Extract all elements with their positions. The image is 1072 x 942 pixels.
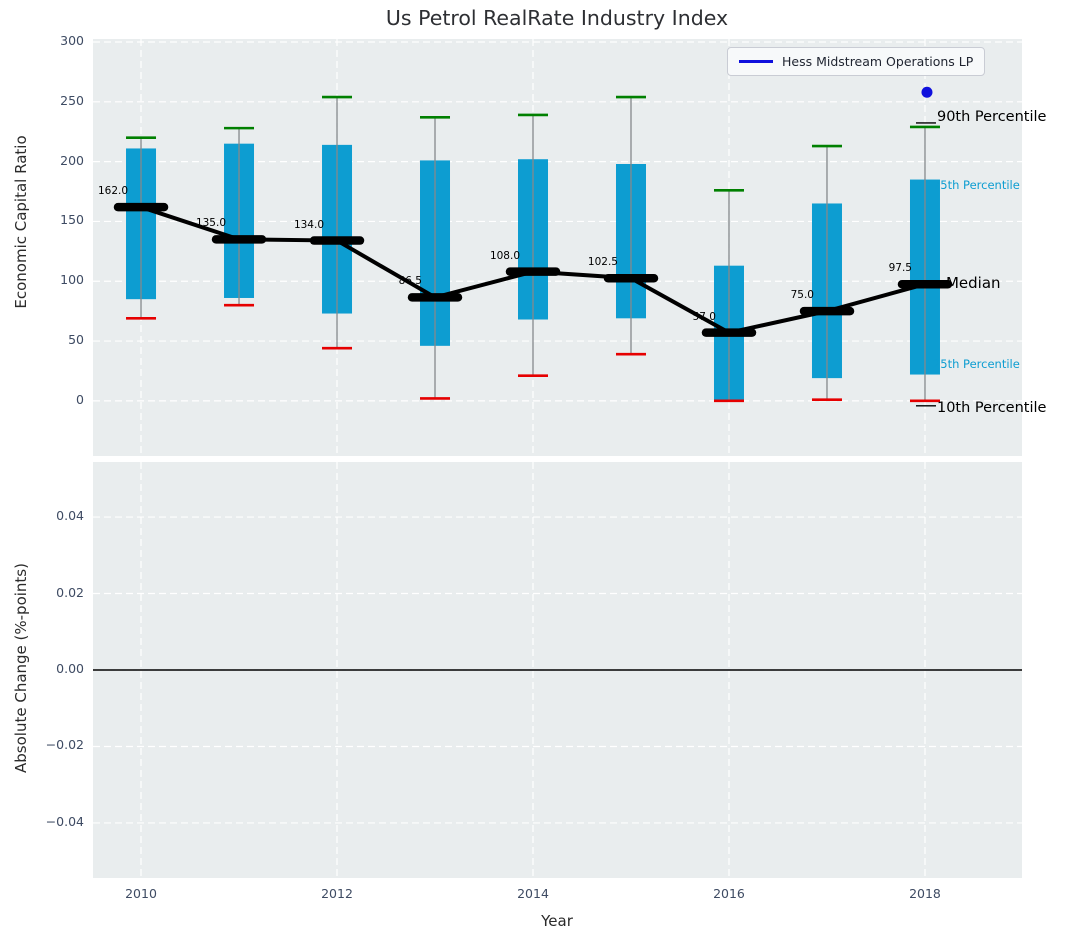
annotation-75th-percentile: 75th Percentile [932,177,1020,192]
x-axis-label: Year [541,912,573,930]
legend-line-swatch [739,60,773,63]
top-y-tick-label: 150 [60,212,84,228]
annotation-25th-percentile: 25th Percentile [932,356,1020,371]
median-value-label: 102.5 [587,256,618,269]
median-value-label: 134.0 [293,218,324,231]
bottom-y-tick-label: 0.02 [56,584,84,600]
x-tick-label: 2018 [909,886,941,901]
bottom-y-tick-label: −0.02 [45,737,84,753]
x-tick-label: 2016 [713,886,745,901]
median-value-label: 108.0 [489,249,520,262]
median-value-label: 75.0 [790,289,814,302]
top-y-tick-label: 50 [68,332,84,348]
top-y-tick-label: 0 [76,391,84,407]
legend-label: Hess Midstream Operations LP [782,54,974,69]
top-y-tick-label: 250 [60,92,84,108]
median-value-label: 135.0 [195,217,226,230]
top-y-tick-label: 100 [60,272,84,288]
annotation-10th-percentile: 10th Percentile [936,399,1047,416]
annotation-90th-percentile: 90th Percentile [936,108,1047,125]
legend: Hess Midstream Operations LP [727,47,986,76]
chart-title: Us Petrol RealRate Industry Index [385,6,729,30]
median-value-label: 57.0 [692,310,716,323]
bottom-y-tick-label: 0.04 [56,508,84,524]
bottom-y-tick-label: −0.04 [45,813,84,829]
annotation-median: Median [945,274,1001,293]
top-y-tick-label: 300 [60,32,84,48]
median-value-label: 86.5 [398,275,422,288]
median-value-label: 97.5 [888,262,912,275]
x-tick-label: 2010 [125,886,157,901]
company-point [921,86,933,98]
x-tick-label: 2014 [517,886,549,901]
x-tick-label: 2012 [321,886,353,901]
median-value-label: 162.0 [97,185,129,198]
top-y-tick-label: 200 [60,152,84,168]
bottom-y-tick-label: 0.00 [56,661,84,676]
